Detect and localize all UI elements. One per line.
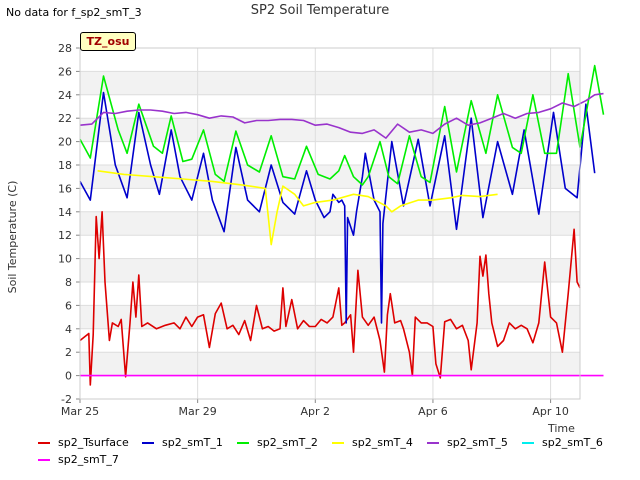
y-tick-label: 20 <box>58 136 72 149</box>
y-tick-label: 10 <box>58 253 72 266</box>
grid-band <box>80 305 580 329</box>
legend-label-sp2-tsurface: sp2_Tsurface <box>58 436 129 449</box>
legend-row-1: sp2_Tsurface sp2_smT_1 sp2_smT_2 sp2_smT… <box>38 436 638 453</box>
series-line-sp2-smt-4 <box>97 170 498 246</box>
y-tick-label: 0 <box>65 370 72 383</box>
y-tick-label: 8 <box>65 276 72 289</box>
grid-band <box>80 141 580 165</box>
legend-item-sp2-smt-1: sp2_smT_1 <box>142 436 223 449</box>
legend-item-sp2-smt-4: sp2_smT_4 <box>332 436 413 449</box>
x-tick-label: Apr 10 <box>532 405 569 418</box>
legend: sp2_Tsurface sp2_smT_1 sp2_smT_2 sp2_smT… <box>38 436 638 470</box>
x-tick-label: Apr 6 <box>418 405 448 418</box>
grid-band <box>80 282 580 306</box>
grid-bands <box>80 48 580 399</box>
grid-band <box>80 352 580 376</box>
legend-item-sp2-smt-5: sp2_smT_5 <box>427 436 508 449</box>
series-line-sp2-tsurface <box>79 211 581 386</box>
chart-title: SP2 Soil Temperature <box>250 3 390 18</box>
legend-label-sp2-smt-2: sp2_smT_2 <box>257 436 318 449</box>
grid-band <box>80 48 580 72</box>
y-tick-label: 22 <box>58 112 72 125</box>
legend-swatch-sp2-smt-4 <box>332 441 344 444</box>
y-tick-label: 2 <box>65 346 72 359</box>
legend-label-sp2-smt-4: sp2_smT_4 <box>352 436 413 449</box>
x-axis-label: Time <box>548 422 575 435</box>
y-tick-label: 28 <box>58 42 72 55</box>
plot-frame <box>79 47 581 400</box>
legend-label-sp2-smt-5: sp2_smT_5 <box>447 436 508 449</box>
legend-swatch-sp2-smt-7 <box>38 458 50 461</box>
grid-band <box>80 211 580 236</box>
x-tick-label: Apr 2 <box>301 405 331 418</box>
y-tick-label: -2 <box>61 393 72 406</box>
y-tick-label: 18 <box>58 159 72 172</box>
grid-band <box>80 165 580 189</box>
grid-band <box>80 258 580 282</box>
series-lines <box>79 64 605 386</box>
legend-item-sp2-tsurface: sp2_Tsurface <box>38 436 129 449</box>
legend-swatch-sp2-tsurface <box>38 441 50 444</box>
y-tick-label: 14 <box>58 206 72 219</box>
legend-swatch-sp2-smt-5 <box>427 441 439 444</box>
series-line-sp2-smt-2 <box>79 64 605 186</box>
y-axis-label: Soil Temperature (C) <box>6 180 19 294</box>
grid-band <box>80 71 580 95</box>
series-line-sp2-smt-1 <box>79 91 596 324</box>
grid-band <box>80 328 580 353</box>
legend-label-sp2-smt-6: sp2_smT_6 <box>542 436 603 449</box>
legend-label-sp2-smt-7: sp2_smT_7 <box>58 453 119 466</box>
y-tick-label: 6 <box>65 299 72 312</box>
legend-swatch-sp2-smt-1 <box>142 441 154 444</box>
y-tick-label: 26 <box>58 65 72 78</box>
y-axis-label-wrap: Soil Temperature (C) <box>6 181 20 294</box>
x-tick-label: Mar 25 <box>61 405 99 418</box>
x-axis-ticks: Mar 25 Mar 29 Apr 2 Apr 6 Apr 10 <box>61 48 569 418</box>
y-tick-label: 24 <box>58 89 72 102</box>
y-tick-label: 12 <box>58 229 72 242</box>
legend-row-2: sp2_smT_7 <box>38 453 638 470</box>
legend-swatch-sp2-smt-2 <box>237 441 249 444</box>
timezone-badge: TZ_osu <box>80 32 136 51</box>
grid-band <box>80 235 580 259</box>
y-tick-label: 4 <box>65 323 72 336</box>
y-tick-label: 16 <box>58 182 72 195</box>
legend-item-sp2-smt-2: sp2_smT_2 <box>237 436 318 449</box>
grid-band <box>80 94 580 119</box>
legend-label-sp2-smt-1: sp2_smT_1 <box>162 436 223 449</box>
no-data-note: No data for f_sp2_smT_3 <box>6 6 142 19</box>
legend-item-sp2-smt-6: sp2_smT_6 <box>522 436 603 449</box>
legend-swatch-sp2-smt-6 <box>522 441 534 444</box>
grid-band <box>80 375 580 399</box>
x-tick-label: Mar 29 <box>179 405 217 418</box>
series-line-sp2-smt-5 <box>79 92 604 139</box>
legend-item-sp2-smt-7: sp2_smT_7 <box>38 453 119 466</box>
